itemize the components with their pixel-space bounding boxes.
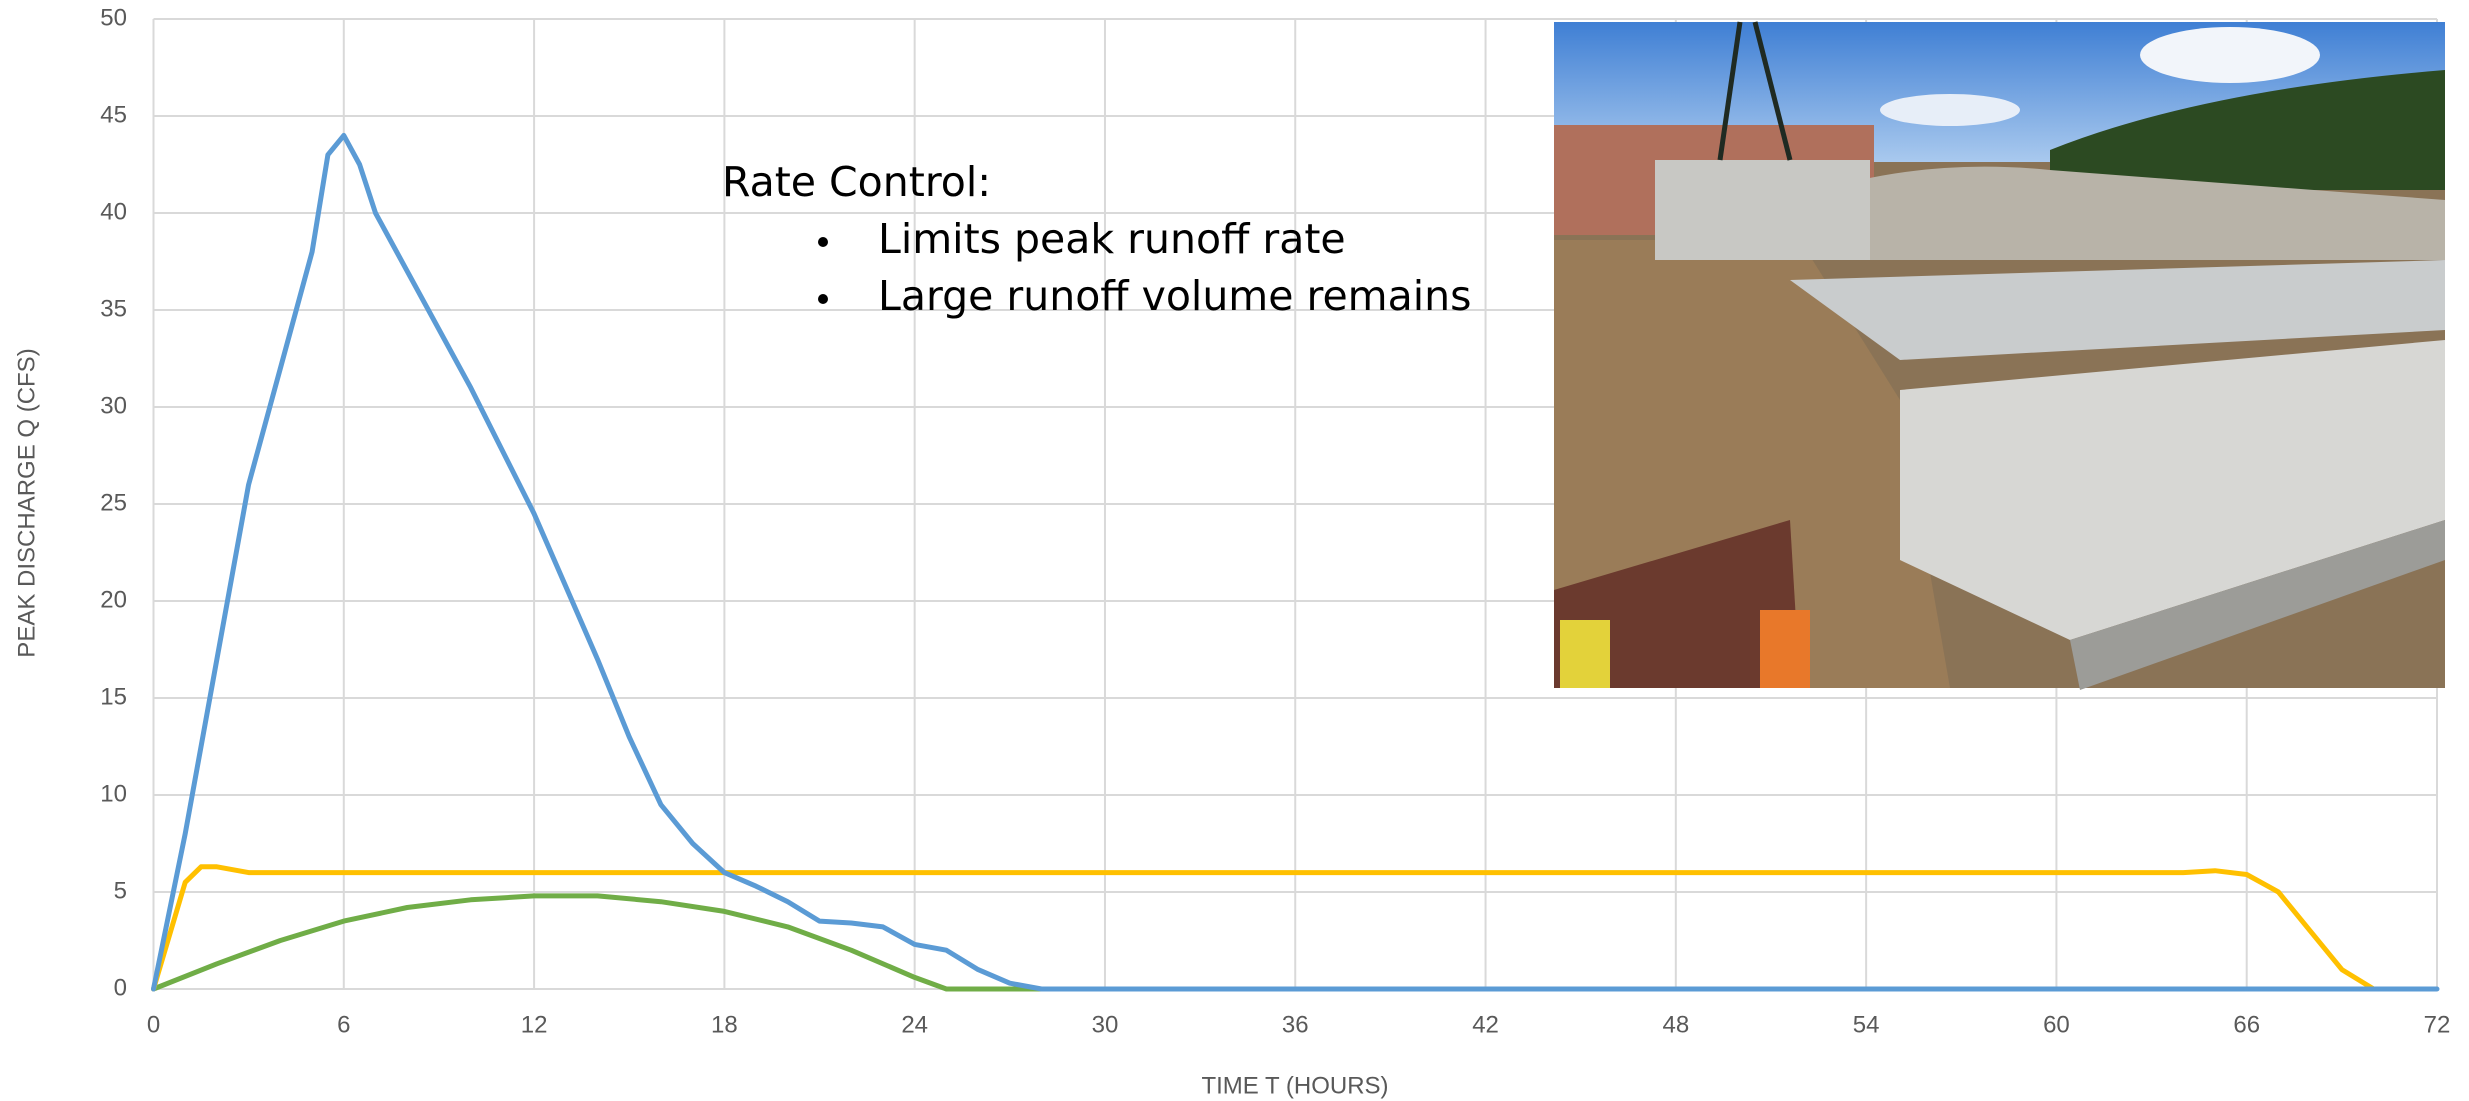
y-tick-label: 10 (100, 780, 127, 807)
y-axis-title: PEAK DISCHARGE Q (CFS) (13, 348, 40, 657)
x-tick-label: 18 (711, 1011, 738, 1038)
lines (151, 132, 2440, 992)
y-tick-label: 35 (100, 295, 127, 322)
x-tick-label: 66 (2233, 1011, 2260, 1038)
x-tick-label: 42 (1472, 1011, 1499, 1038)
y-tick-label: 30 (100, 392, 127, 419)
x-tick-label: 30 (1092, 1011, 1119, 1038)
x-tick-label: 6 (337, 1011, 350, 1038)
x-tick-label: 72 (2424, 1011, 2451, 1038)
x-tick-label: 54 (1853, 1011, 1880, 1038)
y-tick-label: 0 (114, 974, 127, 1001)
bullet (818, 294, 828, 304)
x-tick-label: 12 (521, 1011, 548, 1038)
x-tick-label: 48 (1662, 1011, 1689, 1038)
bullet (818, 237, 828, 247)
x-tick-label: 24 (901, 1011, 928, 1038)
annotation-title: Rate Control: (722, 158, 991, 206)
x-axis-title: TIME T (HOURS) (1201, 1072, 1388, 1099)
x-tick-label: 0 (147, 1011, 160, 1038)
grid (152, 18, 2438, 990)
line-series (151, 864, 2377, 992)
x-tick-label: 36 (1282, 1011, 1309, 1038)
y-tick-label: 5 (114, 877, 127, 904)
y-tick-label: 15 (100, 683, 127, 710)
y-tick-label: 50 (100, 4, 127, 31)
x-tick-label: 60 (2043, 1011, 2070, 1038)
y-tick-label: 40 (100, 198, 127, 225)
line-series (151, 132, 2440, 992)
y-tick-label: 25 (100, 489, 127, 516)
y-tick-label: 20 (100, 586, 127, 613)
annotation-bullet: Large runoff volume remains (878, 272, 1471, 320)
line-series (151, 893, 1044, 992)
photo (1554, 21, 2445, 690)
y-tick-label: 45 (100, 101, 127, 128)
annotation-bullet: Limits peak runoff rate (878, 215, 1346, 263)
